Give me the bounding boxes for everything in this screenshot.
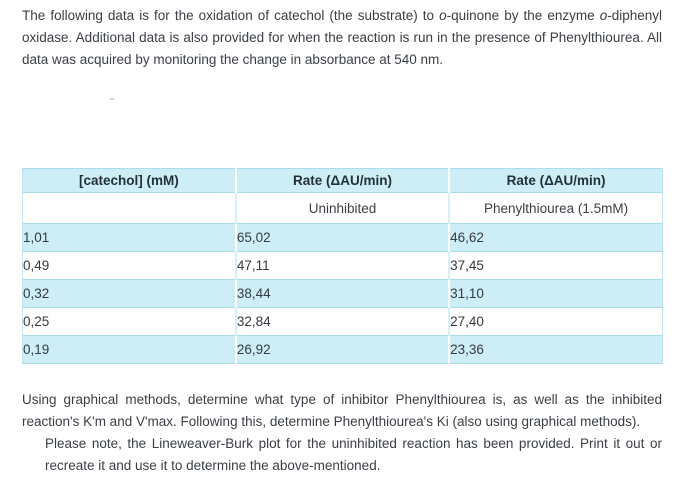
intro-text-3: -diphenyl oxidase. Additional data is al… (22, 8, 662, 67)
column-header-rate-uninhibited: Rate (ΔAU/min) (234, 168, 450, 193)
intro-text-1: The following data is for the oxidation … (22, 8, 440, 23)
table-row: 0,49 47,11 37,45 (21, 251, 664, 280)
kinetics-data-table: [catechol] (mM) Rate (ΔAU/min) Rate (ΔAU… (21, 168, 664, 364)
cell-rate-inhibited: 46,62 (448, 223, 664, 252)
cell-rate-inhibited: 27,40 (448, 307, 664, 336)
cell-rate-uninhibited: 26,92 (234, 335, 450, 364)
cell-concentration: 0,19 (21, 335, 236, 364)
cell-rate-uninhibited: 65,02 (234, 223, 450, 252)
intro-italic-o-1: o (439, 8, 447, 23)
subheader-uninhibited: Uninhibited (234, 192, 450, 224)
cell-rate-inhibited: 23,36 (448, 335, 664, 364)
cell-rate-uninhibited: 38,44 (234, 279, 450, 308)
table-row: 0,25 32,84 27,40 (21, 307, 664, 336)
subheader-empty-cell (21, 192, 236, 224)
table-row: 1,01 65,02 46,62 (21, 223, 664, 252)
cell-rate-inhibited: 31,10 (448, 279, 664, 308)
intro-italic-o-2: o (599, 8, 608, 23)
cell-rate-inhibited: 37,45 (448, 251, 664, 280)
intro-text-2: -quinone by the enzyme (446, 8, 600, 23)
table-row: 0,19 26,92 23,36 (21, 335, 664, 364)
table-header-row: [catechol] (mM) Rate (ΔAU/min) Rate (ΔAU… (21, 168, 664, 193)
column-header-rate-inhibited: Rate (ΔAU/min) (448, 168, 664, 193)
smudge-artifact (110, 98, 114, 100)
cell-concentration: 0,32 (21, 279, 236, 308)
instructions-paragraph: Using graphical methods, determine what … (22, 392, 662, 429)
table-row: 0,32 38,44 31,10 (21, 279, 664, 308)
table-subheader-row: Uninhibited Phenylthiourea (1.5mM) (21, 192, 664, 224)
subheader-phenylthiourea: Phenylthiourea (1.5mM) (448, 192, 664, 224)
intro-paragraph: The following data is for the oxidation … (22, 5, 662, 71)
column-header-catechol: [catechol] (mM) (21, 168, 236, 193)
cell-concentration: 0,25 (21, 307, 236, 336)
cell-concentration: 1,01 (21, 223, 236, 252)
cell-concentration: 0,49 (21, 251, 236, 280)
cell-rate-uninhibited: 47,11 (234, 251, 450, 280)
note-paragraph: Please note, the Lineweaver-Burk plot fo… (45, 436, 662, 473)
cell-rate-uninhibited: 32,84 (234, 307, 450, 336)
